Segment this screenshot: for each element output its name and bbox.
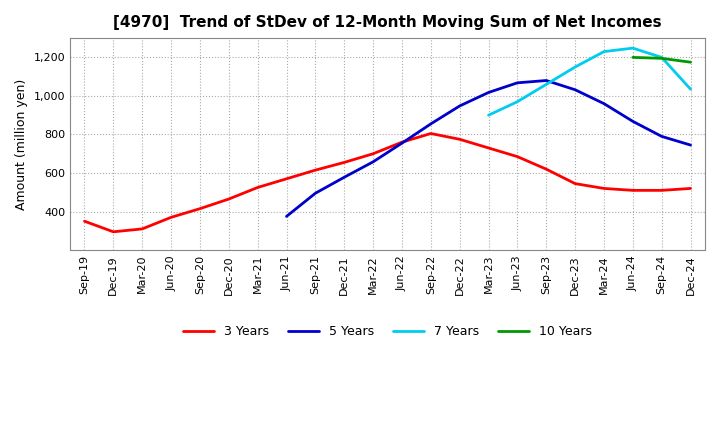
3 Years	[80, 219, 89, 224]
Legend: 3 Years, 5 Years, 7 Years, 10 Years: 3 Years, 5 Years, 7 Years, 10 Years	[178, 320, 598, 343]
7 Years	[571, 64, 580, 70]
3 Years	[513, 154, 522, 159]
5 Years	[600, 101, 608, 106]
3 Years	[196, 206, 204, 211]
Title: [4970]  Trend of StDev of 12-Month Moving Sum of Net Incomes: [4970] Trend of StDev of 12-Month Moving…	[113, 15, 662, 30]
5 Years	[542, 78, 551, 83]
3 Years	[686, 186, 695, 191]
7 Years	[485, 113, 493, 118]
5 Years	[571, 87, 580, 92]
3 Years	[542, 166, 551, 172]
5 Years	[455, 103, 464, 109]
5 Years	[686, 143, 695, 148]
3 Years	[167, 215, 176, 220]
10 Years	[686, 59, 695, 65]
3 Years	[138, 226, 146, 231]
Y-axis label: Amount (million yen): Amount (million yen)	[15, 78, 28, 210]
3 Years	[629, 188, 637, 193]
5 Years	[311, 191, 320, 196]
3 Years	[340, 160, 348, 165]
Line: 10 Years: 10 Years	[633, 57, 690, 62]
3 Years	[600, 186, 608, 191]
3 Years	[311, 168, 320, 173]
3 Years	[225, 196, 233, 202]
10 Years	[629, 55, 637, 60]
5 Years	[629, 119, 637, 124]
Line: 3 Years: 3 Years	[84, 133, 690, 232]
5 Years	[397, 140, 406, 146]
5 Years	[485, 90, 493, 95]
5 Years	[513, 80, 522, 85]
7 Years	[657, 55, 666, 60]
3 Years	[397, 139, 406, 145]
5 Years	[282, 214, 291, 219]
5 Years	[340, 175, 348, 180]
3 Years	[369, 151, 377, 156]
3 Years	[571, 181, 580, 186]
5 Years	[657, 134, 666, 139]
3 Years	[485, 145, 493, 150]
Line: 7 Years: 7 Years	[489, 48, 690, 115]
5 Years	[426, 121, 435, 127]
10 Years	[657, 56, 666, 61]
7 Years	[629, 45, 637, 51]
3 Years	[253, 185, 262, 190]
3 Years	[426, 131, 435, 136]
3 Years	[282, 176, 291, 181]
7 Years	[600, 49, 608, 54]
5 Years	[369, 159, 377, 165]
3 Years	[657, 188, 666, 193]
7 Years	[686, 87, 695, 92]
3 Years	[109, 229, 117, 235]
Line: 5 Years: 5 Years	[287, 81, 690, 216]
7 Years	[513, 99, 522, 104]
7 Years	[542, 82, 551, 87]
3 Years	[455, 137, 464, 142]
